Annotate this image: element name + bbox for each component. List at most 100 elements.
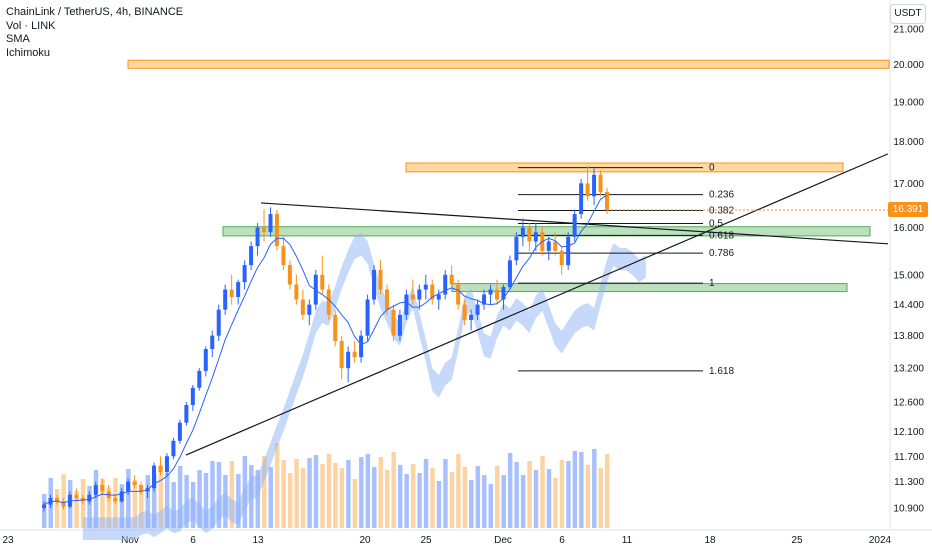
- volume-bar: [585, 465, 591, 528]
- candle-body: [592, 174, 597, 197]
- candle-body: [203, 349, 208, 371]
- volume-bar: [171, 482, 176, 528]
- volume-bar: [527, 461, 532, 528]
- candle-body: [249, 246, 254, 266]
- time-tick-label: 20: [359, 535, 371, 546]
- volume-bar: [307, 458, 312, 528]
- candle-body: [482, 294, 487, 305]
- volume-bar: [372, 467, 377, 528]
- candle-body: [566, 236, 571, 266]
- time-tick-label: 18: [704, 535, 716, 546]
- volume-bar: [158, 466, 163, 528]
- volume-bar: [352, 479, 358, 528]
- time-tick-label: 23: [2, 535, 14, 546]
- fib-level-label: 0.618: [709, 230, 734, 241]
- volume-bar: [300, 468, 306, 528]
- volume-bar: [566, 461, 571, 528]
- candle-body: [605, 191, 609, 211]
- candle-body: [475, 304, 480, 315]
- candle-body: [294, 284, 299, 300]
- candle-body: [74, 494, 79, 499]
- last-price-label: 16.391: [888, 202, 928, 218]
- volume-bar: [475, 466, 481, 528]
- candle-body: [236, 282, 241, 298]
- candle-body: [190, 387, 195, 406]
- currency-selector[interactable]: USDT: [890, 4, 926, 24]
- volume-bar: [449, 472, 455, 528]
- chart-legend: ChainLink / TetherUS, 4h, BINANCE Vol · …: [6, 6, 183, 60]
- ascending-trendline: [185, 153, 889, 456]
- volume-bar: [507, 453, 513, 528]
- candle-body: [177, 422, 182, 441]
- time-tick-label: 6: [559, 535, 565, 546]
- candle-body: [223, 289, 228, 310]
- volume-bar: [216, 462, 222, 528]
- candle-body: [527, 227, 532, 242]
- candle-body: [164, 456, 169, 473]
- candle-body: [494, 289, 499, 300]
- candle-body: [307, 304, 312, 315]
- volume-bar: [520, 475, 526, 528]
- fib-level-label: 1: [709, 278, 715, 289]
- time-tick-label: Dec: [494, 535, 512, 546]
- price-tick-label: 16.000: [893, 223, 924, 234]
- candle-body: [152, 465, 157, 489]
- volume-bar: [384, 470, 390, 528]
- candle-body: [132, 481, 137, 485]
- volume-bar: [598, 468, 603, 528]
- volume-bar: [378, 457, 383, 528]
- candle-body: [61, 501, 66, 507]
- symbol-title[interactable]: ChainLink / TetherUS, 4h, BINANCE: [6, 6, 184, 18]
- indicator-sma[interactable]: SMA: [6, 33, 30, 45]
- volume-bar: [391, 452, 396, 528]
- price-tick-label: 15.000: [893, 270, 924, 281]
- volume-bar: [365, 454, 371, 528]
- volume-bar: [436, 481, 442, 528]
- candle-body: [546, 241, 551, 251]
- price-tick-label: 18.000: [893, 137, 924, 148]
- candle-body: [449, 274, 454, 285]
- volume-bar: [145, 475, 151, 528]
- support-zone: [222, 226, 871, 237]
- volume-bar: [152, 474, 157, 528]
- candle-body: [417, 289, 422, 300]
- candle-body: [333, 314, 338, 341]
- volume-bar: [210, 461, 215, 528]
- candle-body: [378, 269, 383, 290]
- candle-body: [300, 299, 305, 315]
- price-tick-label: 13.200: [893, 364, 924, 375]
- volume-bar: [546, 469, 552, 528]
- candle-body: [507, 260, 512, 288]
- volume-bar: [87, 486, 92, 528]
- fib-level-label: 0.786: [709, 248, 734, 259]
- candle-body: [553, 241, 558, 251]
- candle-body: [93, 484, 98, 495]
- volume-bar: [605, 454, 610, 528]
- volume-bar: [132, 480, 138, 528]
- volume-bar: [456, 454, 461, 528]
- volume-bar: [313, 455, 319, 528]
- indicator-volume[interactable]: Vol · LINK: [6, 19, 56, 32]
- volume-bar: [255, 470, 261, 528]
- volume-bar: [469, 480, 474, 528]
- volume-bar: [139, 489, 144, 528]
- candle-body: [197, 370, 202, 388]
- volume-bar: [397, 465, 403, 528]
- candle-body: [410, 294, 415, 300]
- fib-level-label: 0.236: [709, 190, 734, 201]
- fib-level-label: 0.382: [709, 205, 734, 216]
- candle-body: [443, 274, 448, 295]
- time-tick-label: 25: [791, 535, 803, 546]
- volume-bar: [501, 475, 506, 528]
- volume-bar: [572, 451, 578, 528]
- fib-level-label: 1.618: [709, 366, 734, 377]
- candle-body: [119, 491, 124, 502]
- candle-body: [391, 309, 396, 336]
- candle-body: [320, 274, 325, 290]
- time-tick-label: 25: [420, 535, 432, 546]
- price-tick-label: 11.300: [894, 477, 924, 488]
- indicator-ichimoku[interactable]: Ichimoku: [6, 46, 51, 59]
- candle-body: [171, 440, 176, 457]
